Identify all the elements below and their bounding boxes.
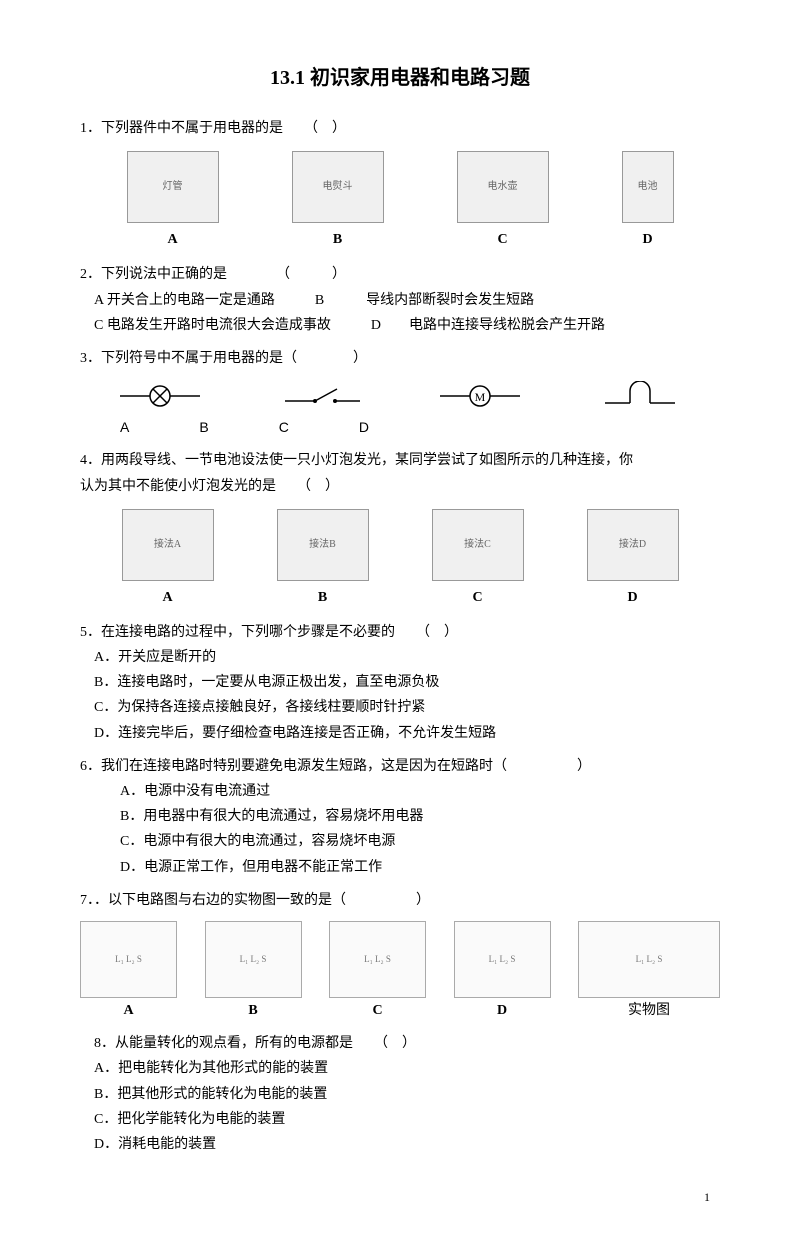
q6-text: 6．我们在连接电路时特别要避免电源发生短路，这是因为在短路时（ ）: [80, 754, 720, 779]
q3-text: 3．下列符号中不属于用电器的是（ ）: [80, 346, 720, 371]
q4-label-a: A: [162, 585, 172, 610]
q4-line1: 4．用两段导线、一节电池设法使一只小灯泡发光，某同学尝试了如图所示的几种连接，你: [80, 448, 720, 473]
q6-opt-a: A．电源中没有电流通过: [120, 779, 720, 804]
q7-circuit-c: L₁ L₂ S: [329, 921, 426, 998]
q1-label-a: A: [167, 227, 177, 252]
q1-images: 灯管 A 电熨斗 B 电水壶 C 电池 D: [80, 151, 720, 252]
q7-real-label: 实物图: [628, 998, 670, 1023]
switch-symbol-icon: [275, 381, 365, 411]
question-5: 5．在连接电路的过程中，下列哪个步骤是不必要的 （ ） A．开关应是断开的 B．…: [80, 620, 720, 746]
q6-opt-d: D．电源正常工作，但用电器不能正常工作: [120, 855, 720, 880]
q7-label-d: D: [497, 998, 507, 1023]
q1-label-d: D: [642, 227, 652, 252]
question-3: 3．下列符号中不属于用电器的是（ ） M A B C D: [80, 346, 720, 440]
lamp-symbol-icon: [115, 381, 205, 411]
q1-option-b: 电熨斗 B: [292, 151, 384, 252]
q7-option-d: L₁ L₂ S D: [454, 921, 551, 1023]
question-8: 8．从能量转化的观点看，所有的电源都是 （ ） A．把电能转化为其他形式的能的装…: [80, 1031, 720, 1157]
q5-text: 5．在连接电路的过程中，下列哪个步骤是不必要的 （ ）: [80, 620, 720, 645]
q4-option-c: 接法C C: [432, 509, 524, 610]
q8-opt-a: A．把电能转化为其他形式的能的装置: [94, 1056, 720, 1081]
q2-opt-d: D 电路中连接导线松脱会产生开路: [371, 313, 605, 338]
question-7: 7．．以下电路图与右边的实物图一致的是（ ） L₁ L₂ S A L₁ L₂ S…: [80, 888, 720, 1023]
q3-label-d: D: [359, 415, 369, 440]
q8-opt-c: C．把化学能转化为电能的装置: [94, 1107, 720, 1132]
q7-label-a: A: [123, 998, 133, 1023]
q7-label-b: B: [248, 998, 257, 1023]
q4-label-c: C: [472, 585, 482, 610]
q2-opt-a: A 开关合上的电路一定是通路: [94, 288, 275, 313]
q6-opt-b: B．用电器中有很大的电流通过，容易烧坏用电器: [120, 804, 720, 829]
q7-circuit-b: L₁ L₂ S: [205, 921, 302, 998]
q7-option-a: L₁ L₂ S A: [80, 921, 177, 1023]
q2-opt-c: C 电路发生开路时电流很大会造成事故: [94, 313, 331, 338]
q1-img-d: 电池: [622, 151, 674, 223]
q7-real-img: L₁ L₂ S: [578, 921, 720, 998]
svg-text:M: M: [475, 390, 486, 404]
q4-img-d: 接法D: [587, 509, 679, 581]
q7-circuit-a: L₁ L₂ S: [80, 921, 177, 998]
question-6: 6．我们在连接电路时特别要避免电源发生短路，这是因为在短路时（ ） A．电源中没…: [80, 754, 720, 880]
q1-img-b: 电熨斗: [292, 151, 384, 223]
q7-real: L₁ L₂ S 实物图: [578, 921, 720, 1023]
q1-option-c: 电水壶 C: [457, 151, 549, 252]
question-2: 2．下列说法中正确的是 （ ） A 开关合上的电路一定是通路 B 导线内部断裂时…: [80, 262, 720, 338]
question-4: 4．用两段导线、一节电池设法使一只小灯泡发光，某同学尝试了如图所示的几种连接，你…: [80, 448, 720, 610]
q4-images: 接法A A 接法B B 接法C C 接法D D: [80, 509, 720, 610]
q1-label-c: C: [497, 227, 507, 252]
q3-label-c: C: [279, 415, 289, 440]
q3-labels: A B C D: [80, 415, 720, 440]
q4-img-a: 接法A: [122, 509, 214, 581]
q1-label-b: B: [333, 227, 342, 252]
q7-text: 7．．以下电路图与右边的实物图一致的是（ ）: [80, 888, 720, 913]
q3-label-b: B: [199, 415, 208, 440]
q7-circuit-d: L₁ L₂ S: [454, 921, 551, 998]
motor-symbol-icon: M: [435, 381, 525, 411]
q5-opt-b: B．连接电路时，一定要从电源正极出发，直至电源负极: [94, 670, 720, 695]
q1-img-c: 电水壶: [457, 151, 549, 223]
q5-opt-c: C．为保持各连接点接触良好，各接线柱要顺时针拧紧: [94, 695, 720, 720]
q1-text: 1．下列器件中不属于用电器的是 （ ）: [80, 116, 720, 141]
q4-label-b: B: [318, 585, 327, 610]
q4-option-d: 接法D D: [587, 509, 679, 610]
q2-opt-b: B 导线内部断裂时会发生短路: [315, 288, 534, 313]
q5-opt-d: D．连接完毕后，要仔细检查电路连接是否正确，不允许发生短路: [94, 721, 720, 746]
q4-label-d: D: [627, 585, 637, 610]
q3-symbols: M: [80, 381, 720, 411]
q8-opt-d: D．消耗电能的装置: [94, 1132, 720, 1157]
q4-img-b: 接法B: [277, 509, 369, 581]
q7-option-c: L₁ L₂ S C: [329, 921, 426, 1023]
q7-images: L₁ L₂ S A L₁ L₂ S B L₁ L₂ S C L₁ L₂ S D …: [80, 921, 720, 1023]
q5-opt-a: A．开关应是断开的: [94, 645, 720, 670]
page-number: 1: [80, 1187, 720, 1209]
q1-option-a: 灯管 A: [127, 151, 219, 252]
q8-opt-b: B．把其他形式的能转化为电能的装置: [94, 1082, 720, 1107]
page-title: 13.1 初识家用电器和电路习题: [80, 60, 720, 96]
question-1: 1．下列器件中不属于用电器的是 （ ） 灯管 A 电熨斗 B 电水壶 C 电池 …: [80, 116, 720, 252]
q4-option-b: 接法B B: [277, 509, 369, 610]
q1-option-d: 电池 D: [622, 151, 674, 252]
q6-opt-c: C．电源中有很大的电流通过，容易烧坏电源: [120, 829, 720, 854]
bell-symbol-icon: [595, 381, 685, 411]
q1-img-a: 灯管: [127, 151, 219, 223]
q7-label-c: C: [372, 998, 382, 1023]
q2-text: 2．下列说法中正确的是 （ ）: [80, 262, 720, 287]
q8-text: 8．从能量转化的观点看，所有的电源都是 （ ）: [94, 1031, 720, 1056]
q3-label-a: A: [120, 415, 129, 440]
q7-option-b: L₁ L₂ S B: [205, 921, 302, 1023]
q4-img-c: 接法C: [432, 509, 524, 581]
q4-line2: 认为其中不能使小灯泡发光的是 （ ）: [80, 474, 720, 499]
q4-option-a: 接法A A: [122, 509, 214, 610]
